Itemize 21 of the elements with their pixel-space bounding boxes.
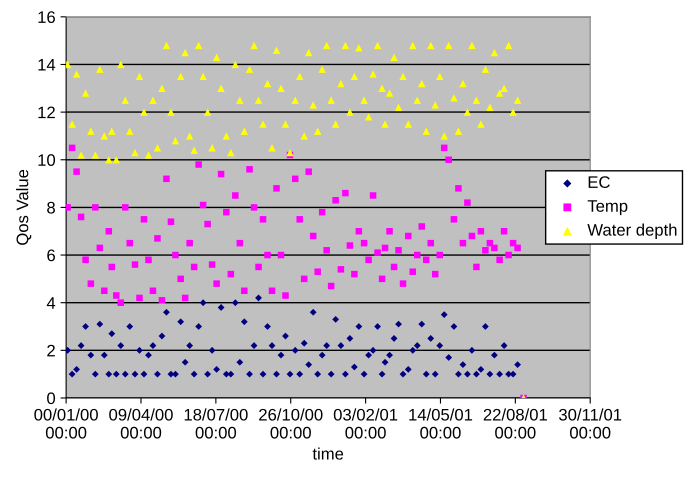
y-tick-label: 12 <box>38 106 55 118</box>
x-tick-label: 00/01/00 00:00 <box>34 408 98 439</box>
x-tick-label: 30/11/01 00:00 <box>559 408 622 439</box>
y-tick-label: 4 <box>46 297 56 309</box>
x-tick-label: 03/02/01 00:00 <box>334 408 398 439</box>
y-tick-label: 14 <box>38 59 56 71</box>
y-tick-label: 8 <box>47 202 55 214</box>
y-tick-label: 6 <box>47 249 55 262</box>
x-axis-title: time <box>312 447 344 460</box>
y-tick-label: 2 <box>47 344 55 356</box>
x-tick-label: 18/07/00 00:00 <box>184 408 248 439</box>
y-axis-title: Qos Value <box>16 170 32 245</box>
legend-label: Water depth <box>587 224 676 240</box>
y-tick-label: 10 <box>38 154 56 166</box>
x-tick-label: 22/08/01 00:00 <box>484 408 547 439</box>
x-tick-label: 09/04/00 00:00 <box>109 408 173 439</box>
y-tick-label: 0 <box>47 392 56 404</box>
legend-label: EC <box>588 176 610 188</box>
y-tick-label: 16 <box>38 11 55 24</box>
x-tick-label: 14/05/01 00:00 <box>409 408 472 439</box>
legend-label: Temp <box>588 200 628 216</box>
